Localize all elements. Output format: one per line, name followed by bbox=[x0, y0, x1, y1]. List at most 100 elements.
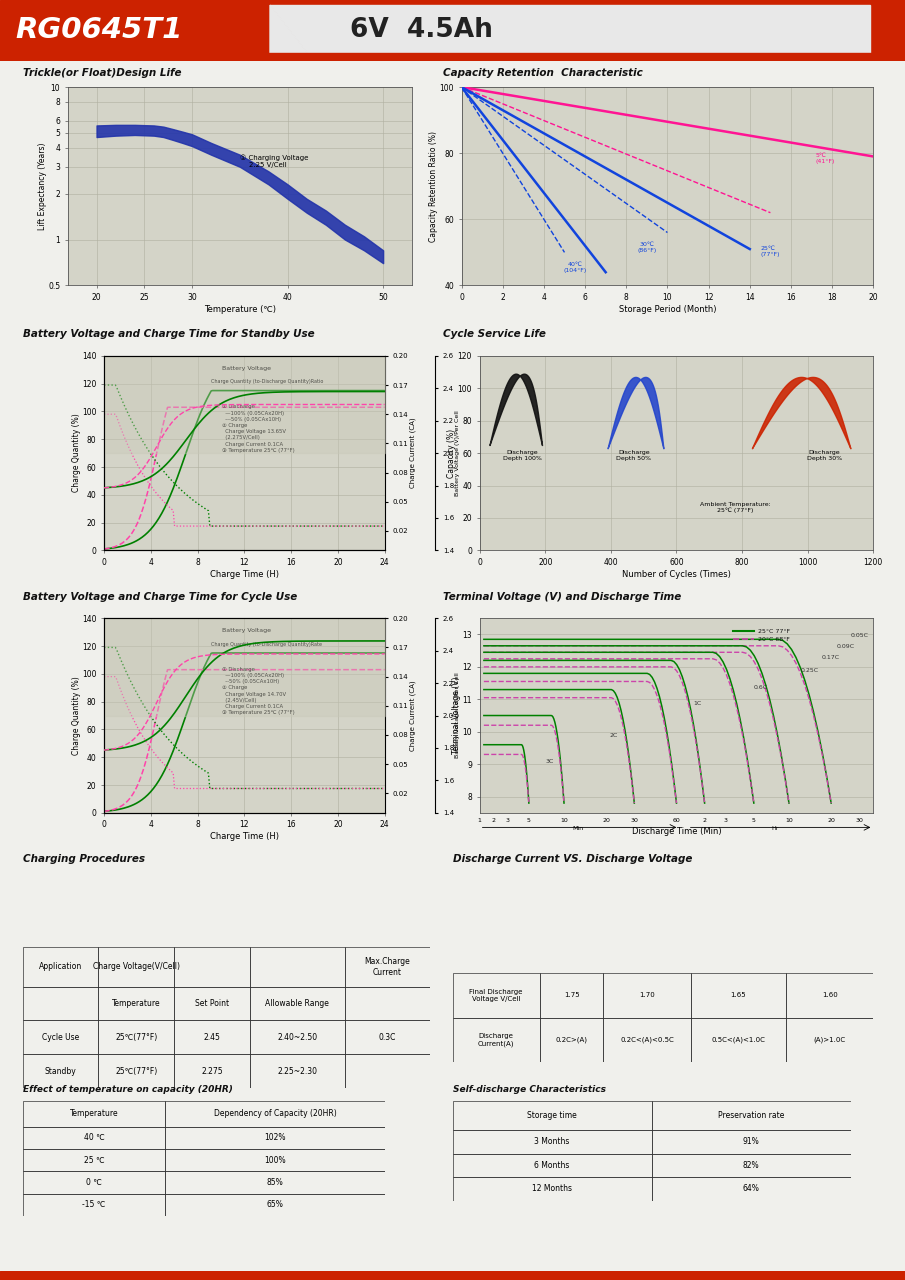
Text: 10: 10 bbox=[786, 818, 793, 823]
Bar bbox=[166, 1194, 385, 1216]
Text: 5: 5 bbox=[527, 818, 531, 823]
Bar bbox=[0, 54, 905, 61]
Text: 0.17C: 0.17C bbox=[822, 655, 840, 660]
Text: 3: 3 bbox=[724, 818, 728, 823]
Text: Dependency of Capacity (20HR): Dependency of Capacity (20HR) bbox=[214, 1110, 337, 1119]
Bar bbox=[345, 987, 430, 1020]
Y-axis label: Capacity (%): Capacity (%) bbox=[447, 429, 456, 477]
Text: Terminal Voltage (V) and Discharge Time: Terminal Voltage (V) and Discharge Time bbox=[443, 591, 681, 602]
Text: Discharge
Current(A): Discharge Current(A) bbox=[478, 1033, 514, 1047]
Bar bbox=[604, 973, 691, 1018]
X-axis label: Temperature (℃): Temperature (℃) bbox=[204, 305, 276, 314]
Text: Cycle Use: Cycle Use bbox=[42, 1033, 79, 1042]
Text: Application: Application bbox=[39, 963, 82, 972]
Bar bbox=[23, 1101, 166, 1126]
Bar bbox=[23, 1171, 166, 1194]
Y-axis label: Charge Current (CA): Charge Current (CA) bbox=[409, 417, 416, 489]
Text: Standby: Standby bbox=[44, 1066, 76, 1075]
Text: 1.65: 1.65 bbox=[730, 992, 746, 998]
Text: 0 ℃: 0 ℃ bbox=[86, 1178, 102, 1187]
Bar bbox=[174, 1055, 250, 1088]
Polygon shape bbox=[270, 5, 310, 56]
Bar bbox=[652, 1101, 851, 1130]
Text: 5℃
(41°F): 5℃ (41°F) bbox=[815, 154, 835, 164]
Bar bbox=[604, 1018, 691, 1062]
Text: (A)>1.0C: (A)>1.0C bbox=[814, 1037, 845, 1043]
Text: Storage time: Storage time bbox=[528, 1111, 576, 1120]
Text: 0.09C: 0.09C bbox=[836, 644, 854, 649]
Bar bbox=[23, 1020, 99, 1055]
Text: Discharge Current VS. Discharge Voltage: Discharge Current VS. Discharge Voltage bbox=[452, 854, 692, 864]
Bar bbox=[452, 1101, 652, 1130]
Y-axis label: Charge Quantity (%): Charge Quantity (%) bbox=[71, 676, 81, 755]
Y-axis label: Lift Expectancy (Years): Lift Expectancy (Years) bbox=[38, 142, 47, 230]
Text: Charge Voltage(V/Cell): Charge Voltage(V/Cell) bbox=[93, 963, 180, 972]
Bar bbox=[540, 973, 604, 1018]
Y-axis label: Charge Current (CA): Charge Current (CA) bbox=[409, 680, 416, 751]
Bar bbox=[99, 1055, 174, 1088]
Text: 2.25~2.30: 2.25~2.30 bbox=[277, 1066, 318, 1075]
X-axis label: Charge Time (H): Charge Time (H) bbox=[210, 832, 279, 841]
Text: 25°C 77°F: 25°C 77°F bbox=[758, 628, 790, 634]
Text: Allowable Range: Allowable Range bbox=[265, 998, 329, 1009]
Text: 1: 1 bbox=[478, 818, 481, 823]
Bar bbox=[23, 1126, 166, 1149]
Bar bbox=[786, 1018, 873, 1062]
Bar bbox=[345, 1055, 430, 1088]
Text: 40 ℃: 40 ℃ bbox=[83, 1133, 104, 1142]
Bar bbox=[250, 1020, 345, 1055]
Text: RG0645T1: RG0645T1 bbox=[15, 17, 183, 45]
Text: 0.25C: 0.25C bbox=[801, 668, 819, 673]
Text: 2.275: 2.275 bbox=[201, 1066, 223, 1075]
Bar bbox=[691, 973, 786, 1018]
Text: 64%: 64% bbox=[743, 1184, 759, 1193]
Bar bbox=[174, 1020, 250, 1055]
Text: 0.6C: 0.6C bbox=[754, 685, 768, 690]
Text: 20: 20 bbox=[827, 818, 835, 823]
Y-axis label: Battery Voltage (V)/Per Cell: Battery Voltage (V)/Per Cell bbox=[455, 673, 461, 758]
Bar bbox=[345, 1020, 430, 1055]
Bar bbox=[452, 1178, 652, 1201]
Bar bbox=[540, 1018, 604, 1062]
Text: Effect of temperature on capacity (20HR): Effect of temperature on capacity (20HR) bbox=[23, 1085, 233, 1094]
Text: 82%: 82% bbox=[743, 1161, 759, 1170]
Text: Charging Procedures: Charging Procedures bbox=[23, 854, 145, 864]
Text: 40℃
(104°F): 40℃ (104°F) bbox=[563, 262, 586, 273]
Text: Battery Voltage and Charge Time for Standby Use: Battery Voltage and Charge Time for Stan… bbox=[23, 329, 314, 339]
X-axis label: Storage Period (Month): Storage Period (Month) bbox=[619, 305, 716, 314]
X-axis label: Charge Time (H): Charge Time (H) bbox=[210, 570, 279, 579]
Bar bbox=[250, 947, 345, 987]
Y-axis label: Capacity Retention Ratio (%): Capacity Retention Ratio (%) bbox=[429, 131, 438, 242]
Bar bbox=[250, 1055, 345, 1088]
Text: 30: 30 bbox=[631, 818, 638, 823]
Bar bbox=[166, 1149, 385, 1171]
Text: 0.2C>(A): 0.2C>(A) bbox=[556, 1037, 587, 1043]
Bar bbox=[452, 1018, 540, 1062]
Text: 25℃
(77°F): 25℃ (77°F) bbox=[760, 246, 779, 256]
Text: 6V  4.5Ah: 6V 4.5Ah bbox=[350, 17, 493, 44]
Text: Discharge
Depth 30%: Discharge Depth 30% bbox=[806, 449, 842, 461]
Text: Final Discharge
Voltage V/Cell: Final Discharge Voltage V/Cell bbox=[470, 988, 523, 1002]
Text: 2: 2 bbox=[702, 818, 707, 823]
Text: 0.05C: 0.05C bbox=[851, 632, 868, 637]
Text: 3C: 3C bbox=[546, 759, 554, 764]
Text: 30: 30 bbox=[855, 818, 863, 823]
Text: Ambient Temperature:
25℃ (77°F): Ambient Temperature: 25℃ (77°F) bbox=[700, 502, 771, 513]
Text: Charge Quantity (to-Discharge Quantity)Rate: Charge Quantity (to-Discharge Quantity)R… bbox=[211, 641, 321, 646]
Text: Max.Charge
Current: Max.Charge Current bbox=[365, 957, 410, 977]
Text: 0.3C: 0.3C bbox=[378, 1033, 396, 1042]
Bar bbox=[99, 987, 174, 1020]
Bar bbox=[652, 1130, 851, 1153]
Bar bbox=[452, 973, 540, 1018]
Text: Hr: Hr bbox=[771, 826, 778, 831]
X-axis label: Number of Cycles (Times): Number of Cycles (Times) bbox=[622, 570, 731, 579]
Bar bbox=[452, 1130, 652, 1153]
Bar bbox=[166, 1126, 385, 1149]
Text: Capacity Retention  Characteristic: Capacity Retention Characteristic bbox=[443, 68, 643, 78]
Y-axis label: Charge Quantity (%): Charge Quantity (%) bbox=[71, 413, 81, 493]
Text: 3 Months: 3 Months bbox=[534, 1138, 570, 1147]
Bar bbox=[652, 1178, 851, 1201]
Y-axis label: Terminal Voltage (V): Terminal Voltage (V) bbox=[452, 677, 461, 754]
Text: 102%: 102% bbox=[264, 1133, 286, 1142]
Text: Trickle(or Float)Design Life: Trickle(or Float)Design Life bbox=[23, 68, 181, 78]
